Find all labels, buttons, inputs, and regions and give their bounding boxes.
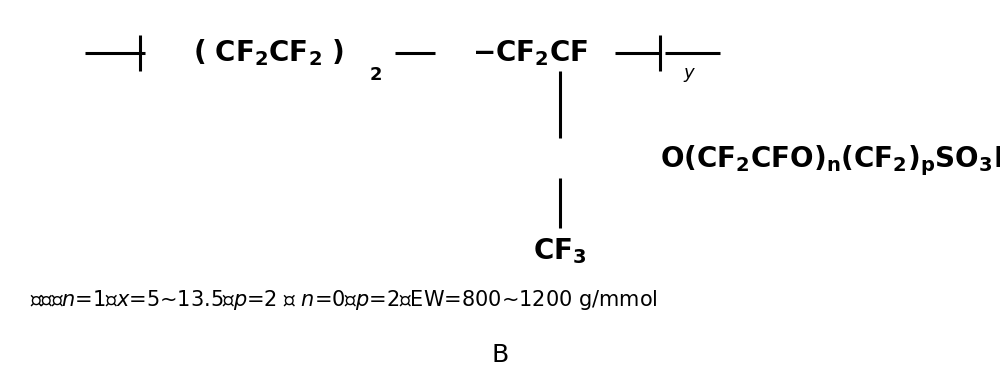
Text: $\mathbf{-CF_2CF}$: $\mathbf{-CF_2CF}$ bbox=[472, 38, 588, 68]
Text: $\mathbf{O(CF_2CFO)_n(CF_2)_pSO_3H}$: $\mathbf{O(CF_2CFO)_n(CF_2)_pSO_3H}$ bbox=[660, 144, 1000, 178]
Text: $\mathbf{(\ CF_2CF_2\ )}$: $\mathbf{(\ CF_2CF_2\ )}$ bbox=[193, 38, 343, 69]
Text: B: B bbox=[491, 343, 509, 367]
Text: $\mathbf{2}$: $\mathbf{2}$ bbox=[369, 66, 381, 84]
Text: $\mathit{y}$: $\mathit{y}$ bbox=[683, 66, 697, 84]
Text: $\mathbf{CF_3}$: $\mathbf{CF_3}$ bbox=[533, 236, 587, 266]
Text: 其中，$\it{n}$=1，$\it{x}$=5~13.5，$\it{p}$=2 或 $\it{n}$=0，$\it{p}$=2，EW=800~1200 g/m: 其中，$\it{n}$=1，$\it{x}$=5~13.5，$\it{p}$=2… bbox=[30, 288, 658, 312]
